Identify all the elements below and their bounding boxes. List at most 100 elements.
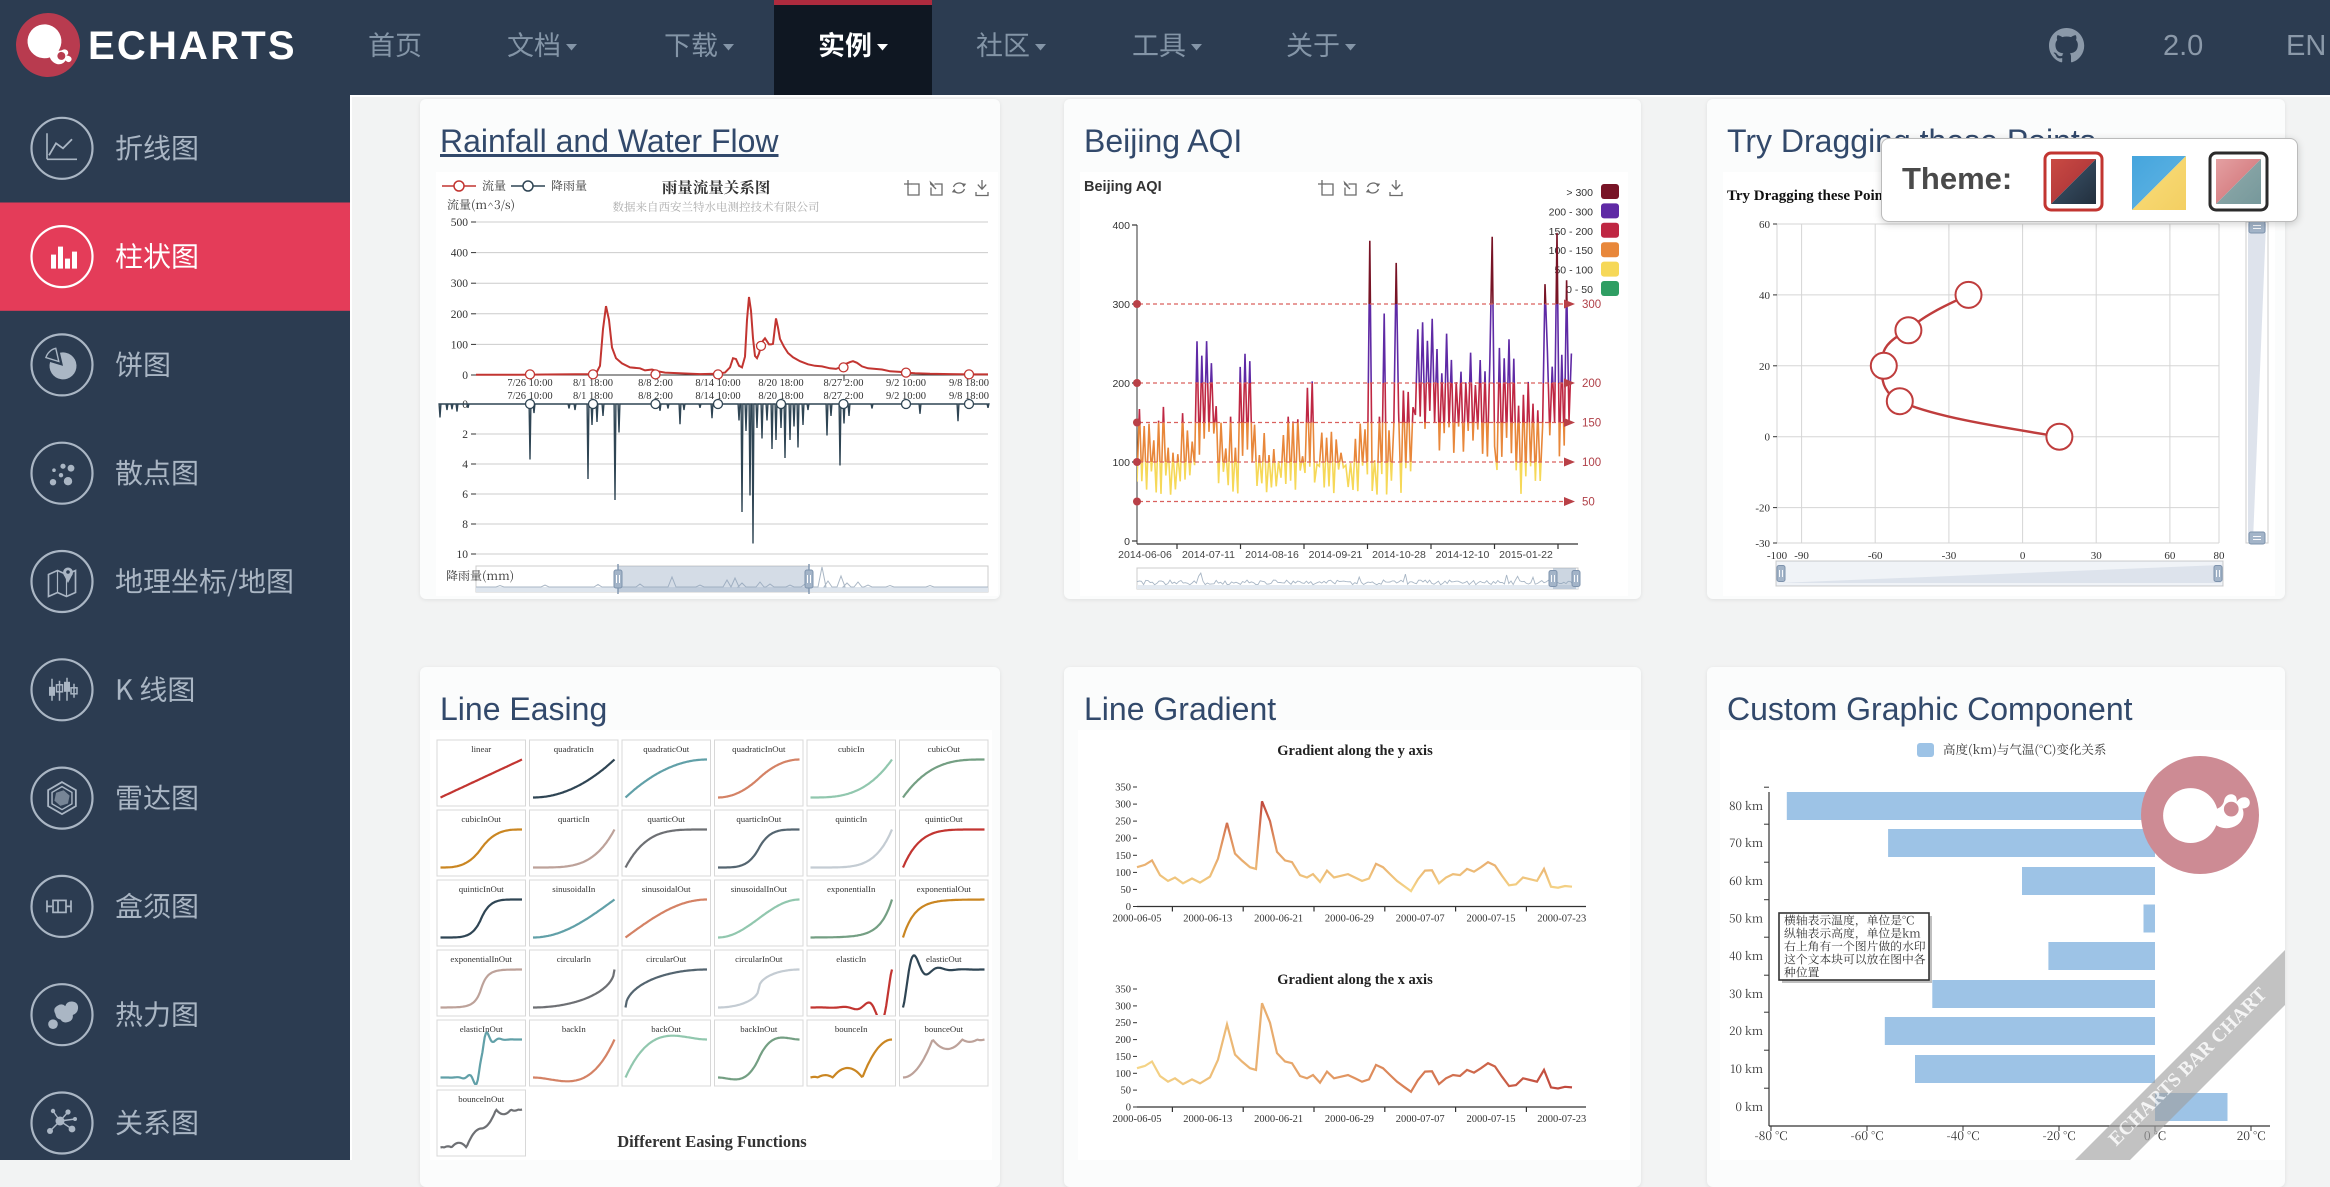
svg-text:-60: -60: [1868, 550, 1883, 562]
svg-text:8/1 18:00: 8/1 18:00: [573, 391, 613, 402]
svg-text:2000-07-15: 2000-07-15: [1467, 914, 1516, 925]
svg-text:100: 100: [1115, 1069, 1131, 1080]
svg-text:elasticIn: elasticIn: [836, 954, 866, 964]
svg-text:quadraticOut: quadraticOut: [643, 744, 689, 754]
svg-text:2014-10-28: 2014-10-28: [1372, 549, 1426, 561]
svg-text:2000-07-23: 2000-07-23: [1537, 914, 1586, 925]
svg-text:4: 4: [462, 459, 468, 471]
svg-text:300: 300: [1115, 1001, 1131, 1012]
svg-text:0: 0: [462, 399, 468, 411]
svg-text:cubicOut: cubicOut: [928, 744, 961, 754]
svg-text:0: 0: [462, 370, 468, 382]
svg-text:2000-06-13: 2000-06-13: [1183, 914, 1232, 925]
svg-text:elasticOut: elasticOut: [926, 954, 962, 964]
svg-text:Gradient along the x axis: Gradient along the x axis: [1277, 972, 1433, 988]
svg-text:8/27 2:00: 8/27 2:00: [824, 378, 864, 389]
svg-text:exponentialIn: exponentialIn: [827, 884, 876, 894]
svg-text:300: 300: [1112, 299, 1130, 311]
svg-text:100: 100: [451, 339, 469, 351]
svg-text:quadraticInOut: quadraticInOut: [732, 744, 786, 754]
svg-text:> 300: > 300: [1566, 187, 1593, 199]
svg-text:50: 50: [1121, 1086, 1132, 1097]
svg-text:150 - 200: 150 - 200: [1549, 226, 1594, 238]
svg-text:40: 40: [1759, 290, 1771, 302]
svg-text:sinusoidalInOut: sinusoidalInOut: [731, 884, 788, 894]
svg-text:50: 50: [1121, 885, 1132, 896]
svg-text:Try Dragging these Points: Try Dragging these Points: [1727, 188, 1894, 204]
svg-text:quadraticIn: quadraticIn: [554, 744, 595, 754]
svg-text:2000-06-21: 2000-06-21: [1254, 914, 1303, 925]
svg-text:2000-06-05: 2000-06-05: [1113, 1114, 1162, 1125]
svg-text:300: 300: [451, 278, 469, 290]
svg-text:350: 350: [1115, 783, 1131, 794]
svg-text:quarticOut: quarticOut: [647, 814, 685, 824]
svg-text:0: 0: [2020, 550, 2026, 562]
svg-text:EN: EN: [2286, 30, 2326, 62]
svg-text:60: 60: [1759, 219, 1771, 231]
svg-text:200: 200: [451, 309, 469, 321]
svg-text:backIn: backIn: [562, 1024, 587, 1034]
svg-text:2000-06-29: 2000-06-29: [1325, 1114, 1374, 1125]
svg-text:2000-06-21: 2000-06-21: [1254, 1114, 1303, 1125]
svg-text:cubicIn: cubicIn: [838, 744, 865, 754]
svg-text:2000-06-13: 2000-06-13: [1183, 1114, 1232, 1125]
svg-text:2014-09-21: 2014-09-21: [1309, 549, 1363, 561]
svg-text:9/8 18:00: 9/8 18:00: [949, 391, 989, 402]
svg-text:8/14 10:00: 8/14 10:00: [695, 378, 740, 389]
svg-text:ECHARTS: ECHARTS: [88, 24, 297, 68]
svg-text:bounceOut: bounceOut: [924, 1024, 963, 1034]
svg-text:8/27 2:00: 8/27 2:00: [824, 391, 864, 402]
svg-text:300: 300: [1582, 299, 1601, 311]
svg-text:400: 400: [1112, 220, 1130, 232]
svg-text:8/20 18:00: 8/20 18:00: [758, 391, 803, 402]
svg-text:backOut: backOut: [651, 1024, 681, 1034]
svg-text:200: 200: [1112, 378, 1130, 390]
svg-text:60: 60: [2164, 550, 2176, 562]
svg-text:50 - 100: 50 - 100: [1554, 265, 1593, 277]
svg-text:2000-07-23: 2000-07-23: [1537, 1114, 1586, 1125]
svg-text:2000-06-05: 2000-06-05: [1113, 914, 1162, 925]
svg-text:100: 100: [1582, 457, 1601, 469]
svg-text:Beijing AQI: Beijing AQI: [1084, 179, 1162, 195]
svg-text:20: 20: [1759, 361, 1771, 373]
svg-text:cubicInOut: cubicInOut: [461, 814, 501, 824]
svg-text:300: 300: [1115, 800, 1131, 811]
svg-text:2000-07-07: 2000-07-07: [1396, 1114, 1445, 1125]
svg-text:-30: -30: [1755, 538, 1770, 550]
svg-text:circularOut: circularOut: [646, 954, 687, 964]
svg-text:quarticIn: quarticIn: [558, 814, 590, 824]
svg-text:Different Easing Functions: Different Easing Functions: [617, 1132, 807, 1151]
svg-text:sinusoidalOut: sinusoidalOut: [642, 884, 691, 894]
svg-text:8/8 2:00: 8/8 2:00: [638, 378, 673, 389]
svg-text:elasticInOut: elasticInOut: [460, 1024, 504, 1034]
svg-text:400: 400: [451, 248, 469, 260]
svg-text:2000-07-07: 2000-07-07: [1396, 914, 1445, 925]
svg-text:circularIn: circularIn: [557, 954, 592, 964]
svg-text:2000-06-29: 2000-06-29: [1325, 914, 1374, 925]
svg-text:exponentialInOut: exponentialInOut: [450, 954, 512, 964]
svg-text:0: 0: [1124, 536, 1130, 548]
svg-text:sinusoidalIn: sinusoidalIn: [552, 884, 596, 894]
svg-text:150: 150: [1582, 418, 1601, 430]
svg-text:2000-07-15: 2000-07-15: [1467, 1114, 1516, 1125]
svg-text:9/8 18:00: 9/8 18:00: [949, 378, 989, 389]
svg-text:backInOut: backInOut: [740, 1024, 778, 1034]
svg-text:0: 0: [1126, 1103, 1131, 1114]
svg-text:2014-07-11: 2014-07-11: [1182, 549, 1235, 561]
svg-text:2014-06-06: 2014-06-06: [1118, 549, 1172, 561]
svg-text:200: 200: [1115, 834, 1131, 845]
svg-text:150: 150: [1115, 1052, 1131, 1063]
svg-text:quarticInOut: quarticInOut: [736, 814, 782, 824]
svg-text:500: 500: [451, 217, 469, 229]
svg-text:8/20 18:00: 8/20 18:00: [758, 378, 803, 389]
svg-text:100 - 150: 100 - 150: [1549, 245, 1594, 257]
svg-text:250: 250: [1115, 817, 1131, 828]
svg-text:2: 2: [462, 429, 468, 441]
svg-text:linear: linear: [471, 744, 491, 754]
svg-text:2014-08-16: 2014-08-16: [1245, 549, 1299, 561]
svg-text:7/26 10:00: 7/26 10:00: [507, 378, 552, 389]
svg-text:2.0: 2.0: [2163, 30, 2203, 62]
svg-text:200: 200: [1582, 378, 1601, 390]
svg-text:-90: -90: [1794, 550, 1809, 562]
svg-text:-100: -100: [1767, 550, 1788, 562]
